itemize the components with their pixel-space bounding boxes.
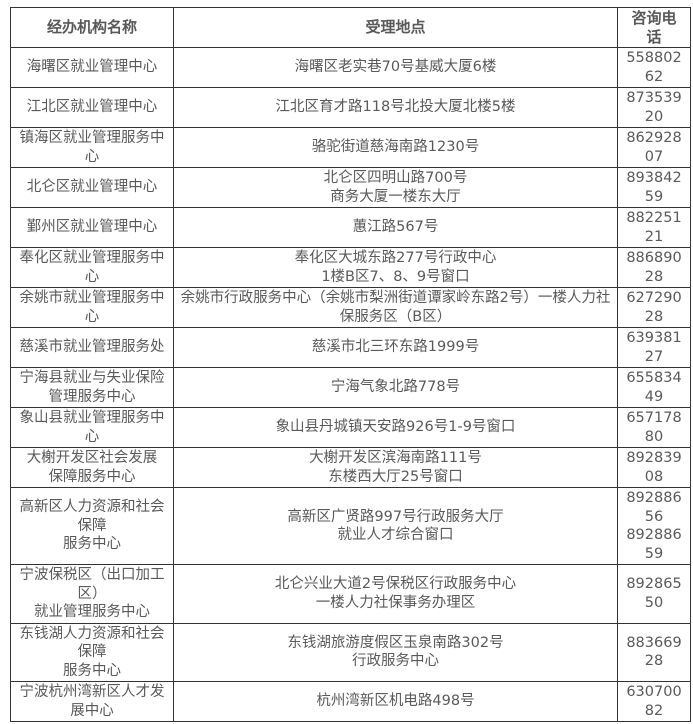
phone-cell: 892865 50 xyxy=(617,564,691,624)
address-cell: 北仑兴业大道2号保税区行政服务中心 一楼人力社保事务办理区 xyxy=(173,564,618,624)
phone-cell: 892886 56 892886 59 xyxy=(617,487,691,565)
phone-cell: 639381 27 xyxy=(617,327,691,368)
service-centers-table-container: 经办机构名称 受理地点 咨询电 话 海曙区就业管理中心 海曙区老实巷70号基威大… xyxy=(10,7,691,722)
table-row: 海曙区就业管理中心 海曙区老实巷70号基威大厦6楼 558802 62 xyxy=(10,47,691,88)
table-row: 东钱湖人力资源和社会 保障 服务中心 东钱湖旅游度假区玉泉南路302号 行政服务… xyxy=(10,622,691,682)
address-cell: 杭州湾新区机电路498号 xyxy=(173,681,618,722)
phone-cell: 882251 21 xyxy=(617,207,691,248)
agency-name-cell: 北仑区就业管理中心 xyxy=(10,167,174,208)
address-cell: 大榭开发区滨海南路111号 东楼西大厅25号窗口 xyxy=(173,447,618,488)
agency-name-cell: 海曙区就业管理中心 xyxy=(10,47,174,88)
service-centers-table: 经办机构名称 受理地点 咨询电 话 海曙区就业管理中心 海曙区老实巷70号基威大… xyxy=(10,7,691,722)
table-row: 大榭开发区社会发展 保障服务中心 大榭开发区滨海南路111号 东楼西大厅25号窗… xyxy=(10,447,691,488)
phone-cell: 893842 59 xyxy=(617,167,691,208)
table-row: 宁波保税区（出口加工 区） 就业管理服务中心 北仑兴业大道2号保税区行政服务中心… xyxy=(10,564,691,624)
table-row: 宁波杭州湾新区人才发 展中心 杭州湾新区机电路498号 630700 82 xyxy=(10,681,691,722)
agency-name-cell: 东钱湖人力资源和社会 保障 服务中心 xyxy=(10,622,174,682)
agency-name-cell: 宁海县就业与失业保险 管理服务中心 xyxy=(10,367,174,408)
table-row: 余姚市就业管理服务中 心 余姚市行政服务中心（余姚市梨洲街道谭家岭东路2号）一楼… xyxy=(10,287,691,328)
table-row: 慈溪市就业管理服务处 慈溪市北三环东路1999号 639381 27 xyxy=(10,327,691,368)
address-cell: 骆驼街道慈海南路1230号 xyxy=(173,127,618,168)
phone-cell: 883669 28 xyxy=(617,622,691,682)
phone-cell: 630700 82 xyxy=(617,681,691,722)
phone-cell: 657178 80 xyxy=(617,407,691,448)
address-cell: 东钱湖旅游度假区玉泉南路302号 行政服务中心 xyxy=(173,622,618,682)
phone-cell: 886890 28 xyxy=(617,247,691,288)
header-row: 经办机构名称 受理地点 咨询电 话 xyxy=(10,7,691,48)
agency-name-cell: 宁波保税区（出口加工 区） 就业管理服务中心 xyxy=(10,564,174,624)
phone-cell: 627290 28 xyxy=(617,287,691,328)
address-cell: 奉化区大城东路277号行政中心 1楼B区7、8、9号窗口 xyxy=(173,247,618,288)
address-cell: 北仑区四明山路700号 商务大厦一楼东大厅 xyxy=(173,167,618,208)
header-agency-name: 经办机构名称 xyxy=(10,7,174,48)
header-phone: 咨询电 话 xyxy=(617,7,691,48)
address-cell: 宁海气象北路778号 xyxy=(173,367,618,408)
table-row: 江北区就业管理中心 江北区育才路118号北投大厦北楼5楼 873539 20 xyxy=(10,87,691,128)
phone-cell: 558802 62 xyxy=(617,47,691,88)
table-row: 镇海区就业管理服务中 心 骆驼街道慈海南路1230号 862928 07 xyxy=(10,127,691,168)
agency-name-cell: 余姚市就业管理服务中 心 xyxy=(10,287,174,328)
address-cell: 高新区广贤路997号行政服务大厅 就业人才综合窗口 xyxy=(173,487,618,565)
agency-name-cell: 奉化区就业管理服务中 心 xyxy=(10,247,174,288)
agency-name-cell: 大榭开发区社会发展 保障服务中心 xyxy=(10,447,174,488)
agency-name-cell: 象山县就业管理服务中 心 xyxy=(10,407,174,448)
table-row: 象山县就业管理服务中 心 象山县丹城镇天安路926号1-9号窗口 657178 … xyxy=(10,407,691,448)
table-row: 高新区人力资源和社会 保障 服务中心 高新区广贤路997号行政服务大厅 就业人才… xyxy=(10,487,691,565)
address-cell: 象山县丹城镇天安路926号1-9号窗口 xyxy=(173,407,618,448)
address-cell: 江北区育才路118号北投大厦北楼5楼 xyxy=(173,87,618,128)
table-row: 宁海县就业与失业保险 管理服务中心 宁海气象北路778号 655834 49 xyxy=(10,367,691,408)
table-row: 奉化区就业管理服务中 心 奉化区大城东路277号行政中心 1楼B区7、8、9号窗… xyxy=(10,247,691,288)
agency-name-cell: 高新区人力资源和社会 保障 服务中心 xyxy=(10,487,174,565)
address-cell: 慈溪市北三环东路1999号 xyxy=(173,327,618,368)
agency-name-cell: 江北区就业管理中心 xyxy=(10,87,174,128)
phone-cell: 892839 08 xyxy=(617,447,691,488)
address-cell: 蕙江路567号 xyxy=(173,207,618,248)
header-location: 受理地点 xyxy=(173,7,618,48)
table-row: 北仑区就业管理中心 北仑区四明山路700号 商务大厦一楼东大厅 893842 5… xyxy=(10,167,691,208)
address-cell: 海曙区老实巷70号基威大厦6楼 xyxy=(173,47,618,88)
phone-cell: 873539 20 xyxy=(617,87,691,128)
address-cell: 余姚市行政服务中心（余姚市梨洲街道谭家岭东路2号）一楼人力社 保服务区（B区） xyxy=(173,287,618,328)
phone-cell: 655834 49 xyxy=(617,367,691,408)
phone-cell: 862928 07 xyxy=(617,127,691,168)
agency-name-cell: 镇海区就业管理服务中 心 xyxy=(10,127,174,168)
agency-name-cell: 宁波杭州湾新区人才发 展中心 xyxy=(10,681,174,722)
agency-name-cell: 慈溪市就业管理服务处 xyxy=(10,327,174,368)
agency-name-cell: 鄞州区就业管理中心 xyxy=(10,207,174,248)
table-row: 鄞州区就业管理中心 蕙江路567号 882251 21 xyxy=(10,207,691,248)
